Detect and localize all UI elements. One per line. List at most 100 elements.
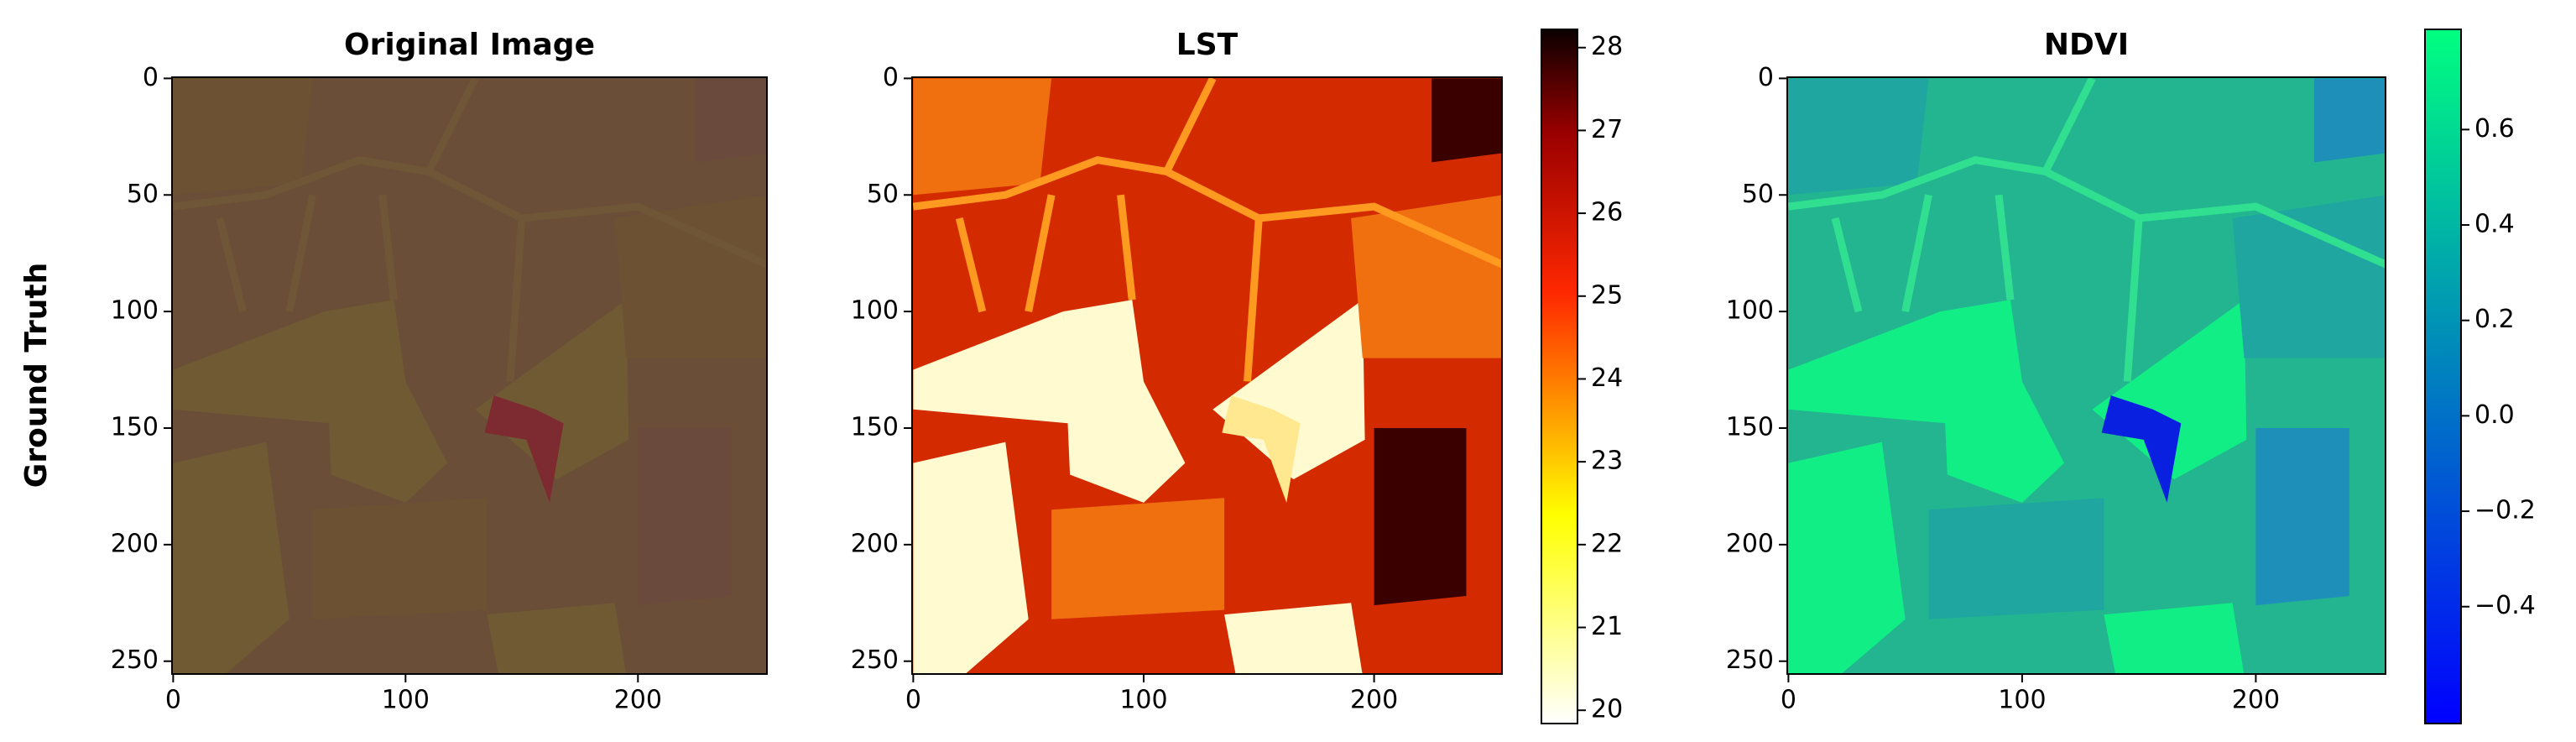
axes-frame: [1786, 76, 2386, 675]
image-region: [1788, 442, 1906, 674]
image-region: [173, 442, 289, 674]
image-region: [913, 442, 1029, 674]
image-region: [1940, 300, 2065, 503]
colorbar-tick-label: 27: [1591, 115, 1623, 144]
image-region: [696, 78, 767, 163]
colorbar-tick-label: −0.4: [2474, 591, 2536, 620]
panel-title: LST: [1176, 28, 1238, 62]
image-feature: [1117, 194, 1136, 300]
y-tick-label: 200: [111, 529, 159, 558]
image-feature: [1163, 77, 1217, 174]
axes-frame: [911, 76, 1503, 675]
axes-frame: [171, 76, 768, 675]
image-region: [1431, 78, 1502, 163]
image-region: [614, 195, 767, 358]
image-feature: [1995, 194, 2015, 300]
image: [912, 77, 1502, 674]
x-tick-label: 0: [1781, 686, 1796, 715]
colorbar-tick-label: 24: [1591, 363, 1623, 393]
image-region: [1374, 427, 1467, 606]
image-region: [487, 603, 627, 674]
colorbar-tick-label: 0.4: [2474, 210, 2515, 239]
image-region: [1051, 498, 1225, 619]
y-tick-label: 100: [851, 296, 899, 326]
x-tick-label: 100: [1998, 686, 2046, 715]
image-region: [2255, 427, 2349, 606]
y-tick-label: 200: [1726, 529, 1774, 558]
colorbar: [1541, 29, 1578, 724]
y-tick-label: 50: [867, 180, 899, 209]
image-feature: [2042, 77, 2096, 174]
y-tick-label: 150: [851, 412, 899, 442]
image-region: [2101, 395, 2182, 503]
image-feature: [425, 77, 479, 174]
colorbar-tick-label: 23: [1591, 447, 1623, 476]
y-tick-label: 100: [1726, 296, 1774, 326]
image-region: [1222, 395, 1301, 503]
y-tick-label: 50: [1742, 180, 1774, 209]
image-region: [913, 311, 1071, 424]
image-feature: [216, 217, 247, 313]
x-tick-label: 200: [614, 686, 662, 715]
image-region: [1928, 498, 2104, 619]
y-axis-label: Ground Truth: [19, 263, 54, 488]
colorbar: [2424, 29, 2462, 724]
image-feature: [285, 194, 316, 313]
y-tick-label: 150: [111, 412, 159, 442]
colorbar-tick-label: 22: [1591, 529, 1623, 558]
y-tick-label: 250: [111, 645, 159, 675]
colorbar-tick-label: 0.6: [2474, 114, 2515, 144]
colorbar-tick-label: 0.2: [2474, 305, 2515, 334]
x-tick-label: 100: [382, 686, 430, 715]
x-tick-label: 200: [1350, 686, 1398, 715]
image-region: [312, 498, 488, 619]
colorbar-tick-label: 26: [1591, 198, 1623, 227]
x-tick-label: 0: [905, 686, 921, 715]
image-feature: [506, 217, 526, 382]
image: [172, 77, 767, 674]
x-tick-label: 100: [1119, 686, 1167, 715]
colorbar-tick-label: 21: [1591, 612, 1623, 641]
image-feature: [1025, 194, 1056, 312]
image-region: [2314, 78, 2386, 163]
y-tick-label: 0: [1758, 63, 1774, 92]
image-feature: [378, 194, 398, 300]
y-tick-label: 250: [1726, 645, 1774, 675]
colorbar-tick-label: 0.0: [2474, 400, 2515, 430]
panel-title: NDVI: [2044, 28, 2129, 62]
image-feature: [1901, 194, 1932, 313]
image-region: [638, 427, 732, 606]
colorbar-tick-label: −0.2: [2474, 496, 2536, 525]
image-feature: [2123, 217, 2143, 382]
y-tick-label: 100: [111, 296, 159, 326]
image-region: [1224, 603, 1363, 674]
image-feature: [955, 217, 987, 313]
colorbar-tick-label: 20: [1591, 695, 1623, 724]
colorbar-tick-label: 28: [1591, 32, 1623, 61]
image-region: [2232, 195, 2386, 358]
image-region: [1351, 195, 1502, 358]
y-tick-label: 250: [851, 645, 899, 675]
image-region: [484, 395, 564, 503]
y-tick-label: 0: [143, 63, 159, 92]
panel-title: Original Image: [344, 28, 595, 62]
image-region: [1788, 311, 1948, 424]
y-tick-label: 150: [1726, 412, 1774, 442]
x-tick-label: 200: [2232, 686, 2280, 715]
image-feature: [1831, 217, 1863, 313]
image-region: [173, 78, 313, 196]
image: [1787, 77, 2386, 674]
image-region: [1062, 300, 1186, 503]
image-region: [1788, 78, 1929, 196]
y-tick-label: 50: [127, 180, 159, 209]
colorbar-tick-label: 25: [1591, 280, 1623, 310]
y-tick-label: 200: [851, 529, 899, 558]
x-tick-label: 0: [165, 686, 181, 715]
y-tick-label: 0: [883, 63, 899, 92]
image-feature: [1244, 217, 1263, 382]
image-region: [324, 300, 448, 503]
image-region: [2104, 603, 2245, 674]
image-region: [913, 78, 1052, 196]
image-region: [173, 311, 331, 424]
